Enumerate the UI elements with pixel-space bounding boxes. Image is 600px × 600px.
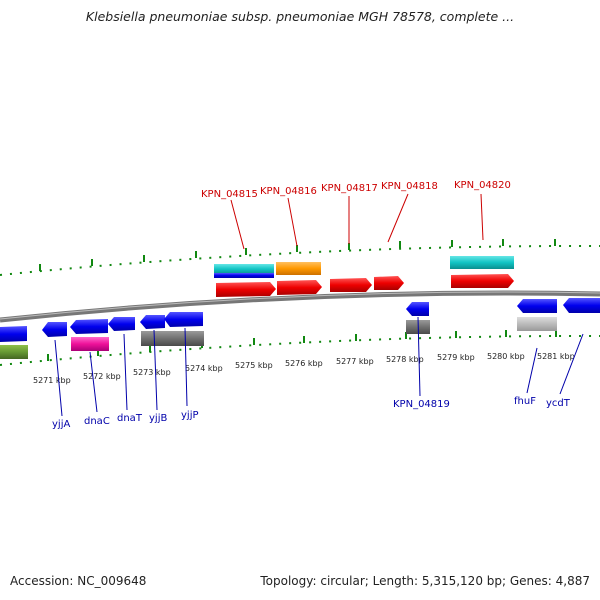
kbp-label: 5273 kbp [133,368,171,377]
map-title: Klebsiella pneumoniae subsp. pneumoniae … [85,9,515,24]
genome-summary-text: Topology: circular; Length: 5,315,120 bp… [260,574,590,588]
bottom-label-leaders [54,316,584,417]
bottom-gene-labels: yjjA dnaC dnaT yjjB yjjP KPN_04819 fhuF … [52,396,571,430]
upper-feature-bars[interactable] [214,256,514,278]
gene-label-bottom[interactable]: ycdT [546,398,571,409]
gene-label-bottom[interactable]: dnaC [84,416,110,427]
feature-bar-lightgray[interactable] [517,317,557,331]
upper-major-ticks [39,239,556,271]
kbp-label: 5274 kbp [185,364,223,373]
gene-label-top[interactable]: KPN_04817 [321,183,378,194]
feature-bar-cyan[interactable] [450,256,514,269]
kbp-scale-labels: 5271 kbp 5272 kbp 5273 kbp 5274 kbp 5275… [33,352,575,385]
gene-arrow-forward[interactable] [216,282,276,297]
gene-arrow-reverse[interactable] [0,326,27,342]
kbp-label: 5281 kbp [537,352,575,361]
gene-arrow-reverse[interactable] [164,312,203,327]
feature-bar-blue[interactable] [214,273,274,278]
gene-label-bottom[interactable]: fhuF [514,396,536,407]
kbp-label: 5276 kbp [285,359,323,368]
gene-arrow-reverse[interactable] [70,319,108,334]
kbp-label: 5271 kbp [33,376,71,385]
feature-bar-gray[interactable] [141,331,204,346]
gene-label-top[interactable]: KPN_04818 [381,181,438,192]
kbp-label: 5279 kbp [437,353,475,362]
lower-scale-arc [0,334,600,366]
gene-arrow-reverse[interactable] [140,315,165,329]
gene-arrow-reverse[interactable] [108,317,135,331]
gene-label-top[interactable]: KPN_04820 [454,180,511,191]
top-gene-labels: KPN_04815 KPN_04816 KPN_04817 KPN_04818 … [201,180,511,200]
upper-scale-arc [0,244,600,276]
accession-text: Accession: NC_009648 [10,574,147,588]
top-label-leaders [230,193,484,250]
kbp-label: 5277 kbp [336,357,374,366]
kbp-label: 5280 kbp [487,352,525,361]
gene-label-bottom[interactable]: yjjP [181,410,199,421]
gene-arrow-reverse[interactable] [406,302,429,316]
gene-label-top[interactable]: KPN_04815 [201,189,258,200]
forward-genes[interactable] [216,274,514,297]
kbp-label: 5278 kbp [386,355,424,364]
feature-bar-orange[interactable] [276,262,321,275]
kbp-label: 5272 kbp [83,372,121,381]
gene-label-bottom[interactable]: KPN_04819 [393,399,450,410]
gene-arrow-forward[interactable] [374,276,404,290]
gene-label-top[interactable]: KPN_04816 [260,186,317,197]
gene-arrow-reverse[interactable] [42,322,67,337]
gene-arrow-forward[interactable] [330,278,372,292]
gene-arrow-forward[interactable] [277,280,322,295]
gene-label-bottom[interactable]: yjjA [52,419,70,430]
feature-bar-cyan[interactable] [214,264,274,274]
kbp-label: 5275 kbp [235,361,273,370]
gene-label-bottom[interactable]: yjjB [149,413,167,424]
genome-backbone-highlight [0,291,600,320]
gene-label-bottom[interactable]: dnaT [117,413,143,424]
genome-backbone [0,290,600,323]
feature-bar-olive[interactable] [0,345,28,359]
lower-feature-bars[interactable] [0,317,557,359]
gene-arrow-reverse[interactable] [517,299,557,313]
feature-bar-pink[interactable] [71,337,109,351]
gene-arrow-forward[interactable] [451,274,514,288]
reverse-genes[interactable] [0,298,600,342]
gene-arrow-reverse[interactable] [563,298,600,313]
lower-major-ticks [47,330,557,361]
